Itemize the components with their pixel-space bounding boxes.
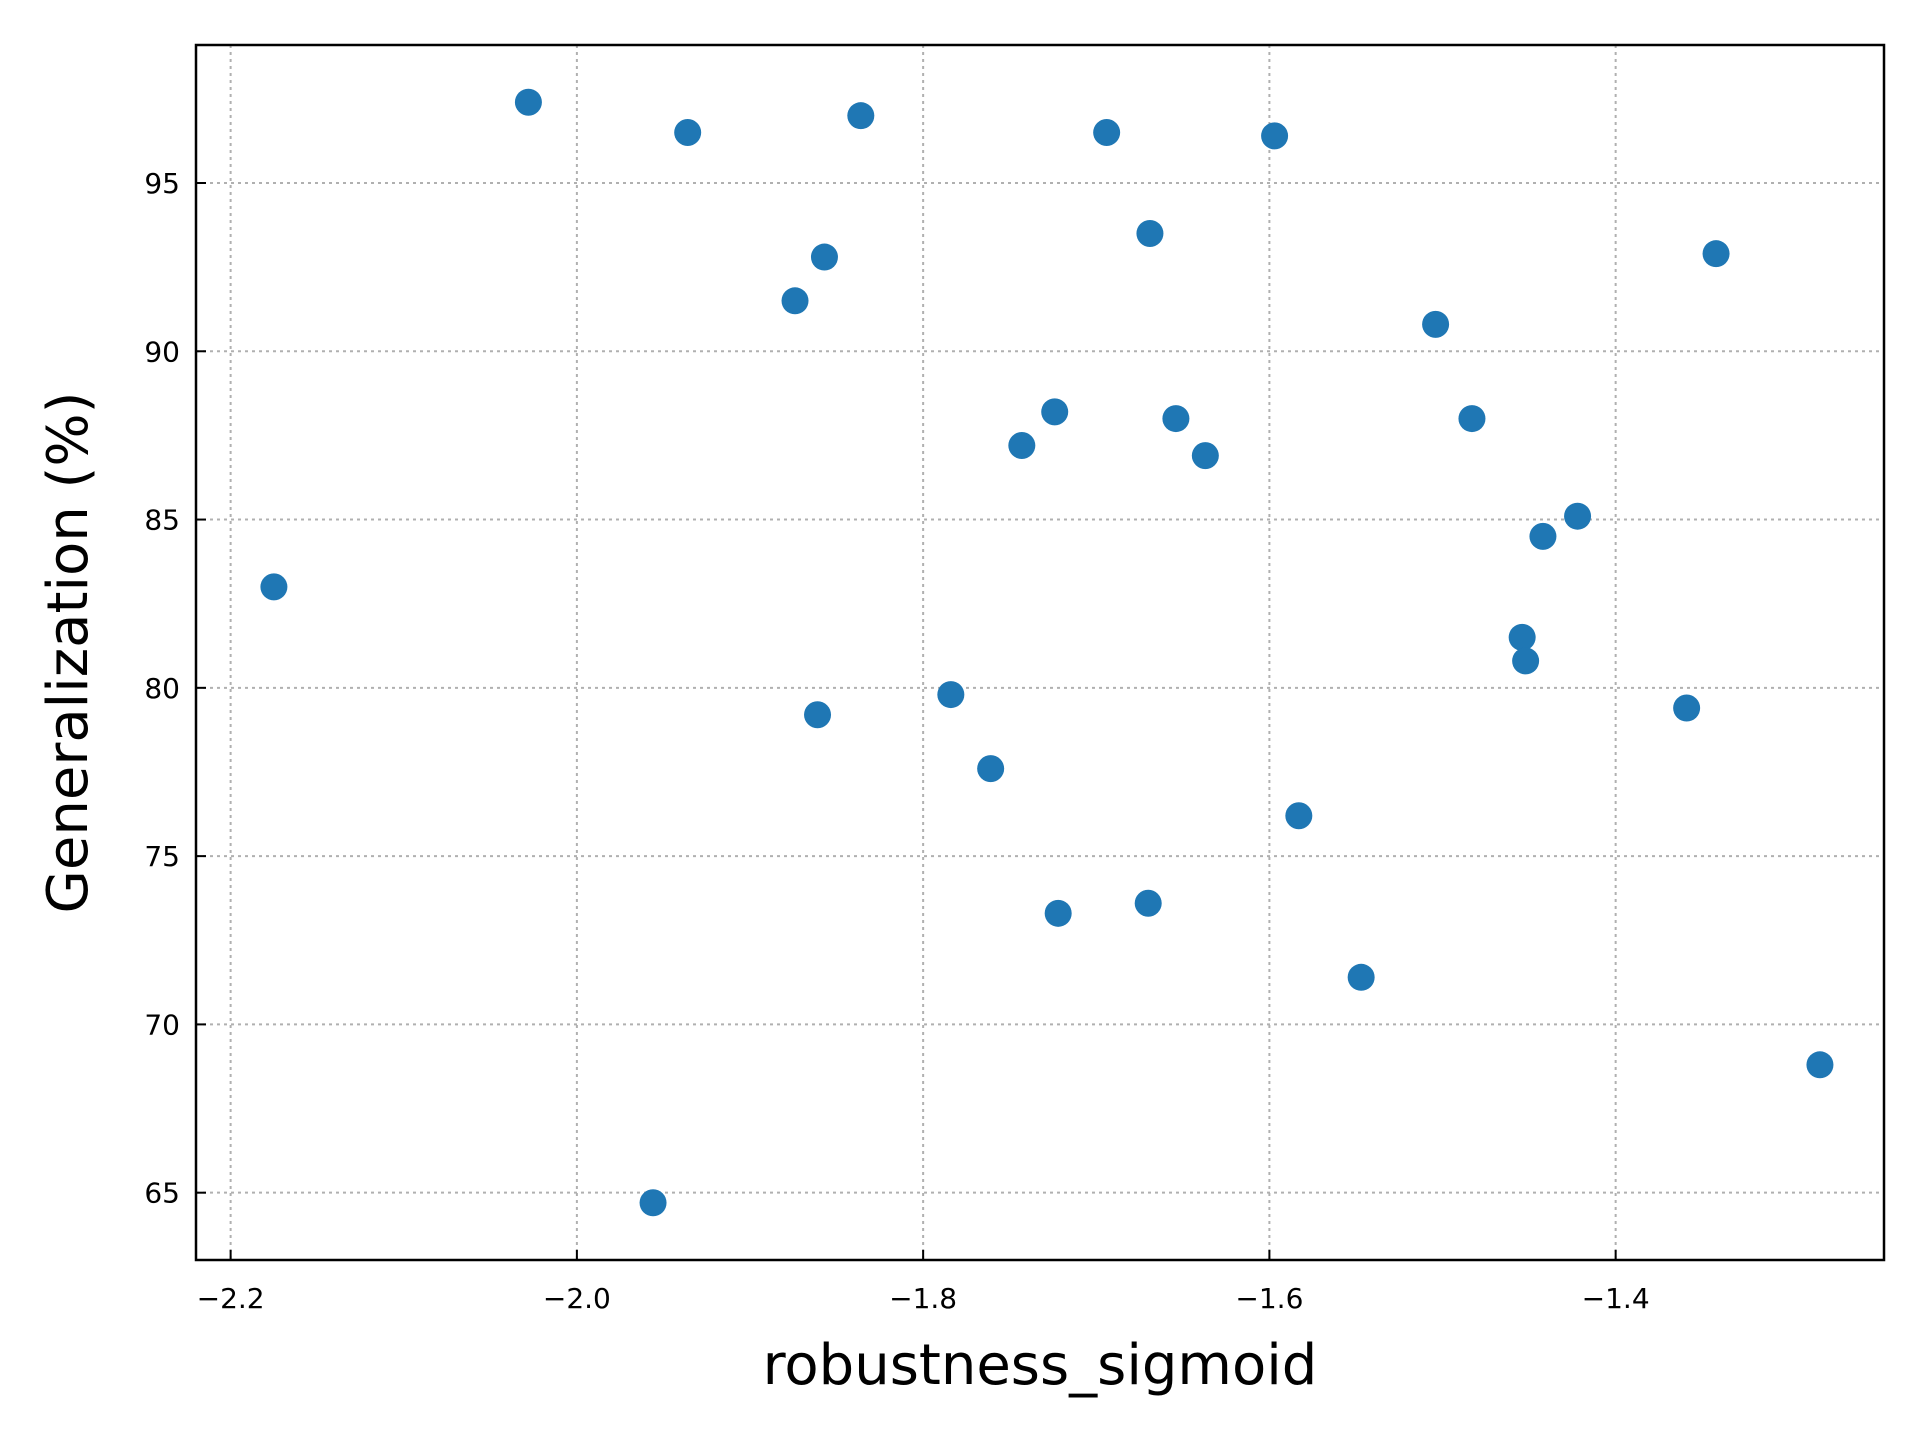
y-tick-label: 80 <box>144 672 180 705</box>
x-tick-label: −2.0 <box>543 1282 611 1315</box>
data-point <box>1529 522 1557 550</box>
y-axis-label: Generalization (%) <box>36 392 101 914</box>
data-point <box>1285 802 1313 830</box>
grid-lines <box>196 45 1884 1260</box>
data-point <box>260 573 288 601</box>
data-point <box>1702 240 1730 268</box>
data-point <box>1458 405 1486 433</box>
data-point <box>1044 899 1072 927</box>
data-point <box>781 287 809 315</box>
data-point <box>1261 122 1289 150</box>
data-points <box>260 88 1834 1217</box>
data-point <box>1347 963 1375 991</box>
data-point <box>1134 889 1162 917</box>
y-tick-label: 95 <box>144 167 180 200</box>
data-point <box>1512 647 1540 675</box>
y-tick-label: 90 <box>144 335 180 368</box>
y-tick-label: 65 <box>144 1177 180 1210</box>
tick-marks <box>196 181 1617 1260</box>
y-tick-label: 75 <box>144 840 180 873</box>
data-point <box>1508 623 1536 651</box>
data-point <box>1008 432 1036 460</box>
x-tick-label: −2.2 <box>197 1282 265 1315</box>
data-point <box>847 102 875 130</box>
x-axis-label: robustness_sigmoid <box>763 1333 1318 1398</box>
data-point <box>1191 442 1219 470</box>
y-tick-label: 85 <box>144 504 180 537</box>
data-point <box>674 119 702 147</box>
x-tick-label: −1.4 <box>1582 1282 1650 1315</box>
y-tick-labels: 65 70 75 80 85 90 95 <box>144 167 180 1210</box>
data-point <box>804 701 832 729</box>
data-point <box>1806 1051 1834 1079</box>
data-point <box>1564 502 1592 530</box>
data-point <box>810 243 838 271</box>
x-tick-label: −1.6 <box>1235 1282 1303 1315</box>
data-point <box>1041 398 1069 426</box>
plot-frame <box>194 43 1886 1262</box>
data-point <box>1673 694 1701 722</box>
y-tick-label: 70 <box>144 1008 180 1041</box>
data-point <box>1162 405 1190 433</box>
x-tick-label: −1.8 <box>889 1282 957 1315</box>
x-tick-labels: −2.2 −2.0 −1.8 −1.6 −1.4 <box>197 1282 1650 1315</box>
data-point <box>1136 219 1164 247</box>
data-point <box>1422 310 1450 338</box>
data-point <box>1093 119 1121 147</box>
data-point <box>514 88 542 116</box>
data-point <box>977 755 1005 783</box>
data-point <box>937 681 965 709</box>
data-point <box>639 1189 667 1217</box>
